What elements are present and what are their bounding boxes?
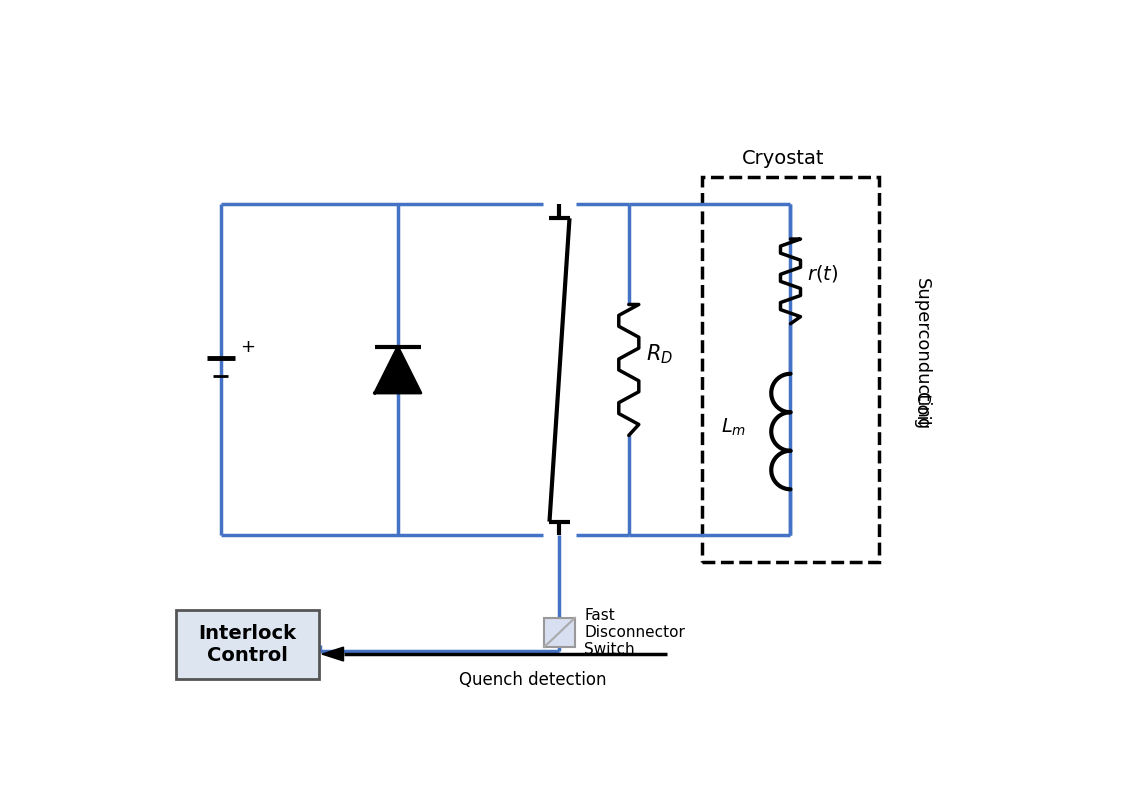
Polygon shape [374, 347, 420, 393]
Text: $R_D$: $R_D$ [646, 343, 673, 367]
Bar [544, 618, 575, 647]
Bar [177, 610, 319, 680]
Text: Fast
Disconnector
Switch: Fast Disconnector Switch [584, 607, 685, 657]
Text: Cryostat: Cryostat [742, 149, 824, 168]
Text: $r(t)$: $r(t)$ [807, 263, 838, 284]
Bar [702, 177, 879, 562]
Text: Interlock
Control: Interlock Control [198, 624, 296, 665]
Text: Quench detection: Quench detection [459, 671, 606, 689]
Text: $L_m$: $L_m$ [721, 417, 746, 438]
Text: +: + [240, 338, 255, 356]
Polygon shape [322, 647, 344, 661]
Text: Coil: Coil [913, 391, 931, 425]
Text: Superconducting: Superconducting [913, 279, 931, 431]
